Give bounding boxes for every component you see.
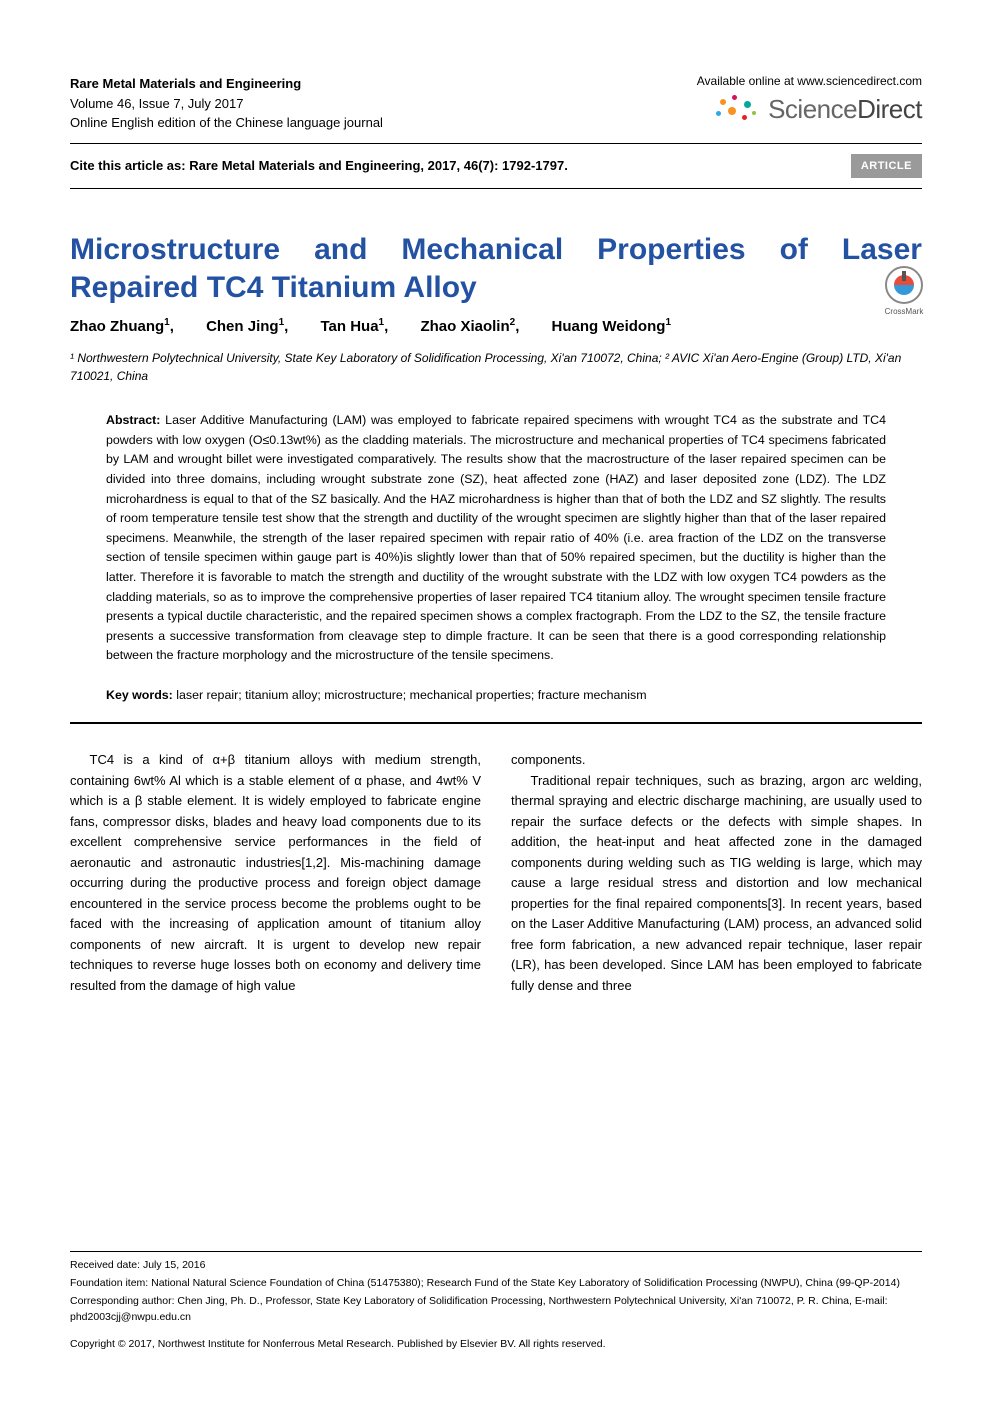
authors: Zhao Zhuang1, Chen Jing1, Tan Hua1, Zhao…: [70, 317, 922, 335]
author-4: Zhao Xiaolin2,: [420, 318, 519, 335]
article-badge: ARTICLE: [851, 154, 922, 178]
body-p1: TC4 is a kind of α+β titanium alloys wit…: [70, 750, 481, 996]
rule-after-keywords: [70, 722, 922, 724]
header-row: Rare Metal Materials and Engineering Vol…: [70, 74, 922, 133]
abstract-label: Abstract:: [106, 413, 160, 427]
sd-dots-icon: [714, 95, 760, 125]
title-w4: Properties: [597, 231, 745, 269]
title-block: Microstructure and Mechanical Properties…: [70, 231, 922, 308]
title-w1: Microstructure: [70, 231, 280, 269]
author-5: Huang Weidong1: [552, 318, 671, 335]
title-w5: of: [780, 231, 808, 269]
title-w2: and: [314, 231, 367, 269]
body-columns: TC4 is a kind of α+β titanium alloys wit…: [70, 750, 922, 996]
body-col-right: components. Traditional repair technique…: [511, 750, 922, 996]
crossmark-badge[interactable]: CrossMark: [876, 265, 932, 316]
abstract-block: Abstract: Laser Additive Manufacturing (…: [70, 411, 922, 666]
journal-block: Rare Metal Materials and Engineering Vol…: [70, 74, 383, 133]
abstract-text: Laser Additive Manufacturing (LAM) was e…: [106, 413, 886, 662]
author-2: Chen Jing1,: [206, 318, 288, 335]
footer-rule: [70, 1251, 922, 1252]
body-col-left: TC4 is a kind of α+β titanium alloys wit…: [70, 750, 481, 996]
title-w3: Mechanical: [401, 231, 563, 269]
cite-row: Cite this article as: Rare Metal Materia…: [70, 148, 922, 184]
article-title: Microstructure and Mechanical Properties…: [70, 231, 922, 308]
author-4-name: Zhao Xiaolin: [420, 318, 509, 335]
author-3-name: Tan Hua: [320, 318, 378, 335]
rule-top: [70, 143, 922, 144]
author-3-sup: 1: [379, 317, 385, 328]
author-4-sup: 2: [510, 317, 516, 328]
keywords-label: Key words:: [106, 688, 173, 702]
author-1: Zhao Zhuang1,: [70, 318, 174, 335]
keywords-text: laser repair; titanium alloy; microstruc…: [173, 688, 647, 702]
sd-science: Science: [768, 94, 857, 124]
author-3: Tan Hua1,: [320, 318, 388, 335]
crossmark-icon: [884, 265, 924, 305]
cite-text: Cite this article as: Rare Metal Materia…: [70, 158, 568, 173]
title-line2: Repaired TC4 Titanium Alloy: [70, 269, 922, 307]
sciencedirect-logo: ScienceDirect: [697, 94, 922, 125]
affiliations: ¹ Northwestern Polytechnical University,…: [70, 349, 922, 385]
journal-edition: Online English edition of the Chinese la…: [70, 113, 383, 133]
availability-text: Available online at www.sciencedirect.co…: [697, 74, 922, 88]
author-5-name: Huang Weidong: [552, 318, 666, 335]
availability-block: Available online at www.sciencedirect.co…: [697, 74, 922, 125]
journal-volume: Volume 46, Issue 7, July 2017: [70, 94, 383, 114]
title-line1: Microstructure and Mechanical Properties…: [70, 231, 922, 269]
author-1-name: Zhao Zhuang: [70, 318, 164, 335]
footer-received: Received date: July 15, 2016: [70, 1258, 922, 1274]
sd-direct: Direct: [857, 94, 922, 124]
keywords-block: Key words: laser repair; titanium alloy;…: [70, 688, 922, 702]
crossmark-label: CrossMark: [876, 307, 932, 316]
body-p2b: Traditional repair techniques, such as b…: [511, 771, 922, 997]
author-2-name: Chen Jing: [206, 318, 279, 335]
author-1-sup: 1: [164, 317, 170, 328]
body-p2a: components.: [511, 750, 922, 771]
title-w6: Laser: [842, 231, 922, 269]
footer-copyright: Copyright © 2017, Northwest Institute fo…: [70, 1337, 922, 1353]
author-5-sup: 1: [665, 317, 671, 328]
author-2-sup: 1: [279, 317, 285, 328]
footer-corresponding: Corresponding author: Chen Jing, Ph. D.,…: [70, 1294, 922, 1326]
footer-foundation: Foundation item: National Natural Scienc…: [70, 1276, 922, 1292]
footer-block: Received date: July 15, 2016 Foundation …: [70, 1251, 922, 1353]
rule-under-cite: [70, 188, 922, 189]
journal-name: Rare Metal Materials and Engineering: [70, 74, 383, 94]
sd-logo-text: ScienceDirect: [768, 94, 922, 125]
